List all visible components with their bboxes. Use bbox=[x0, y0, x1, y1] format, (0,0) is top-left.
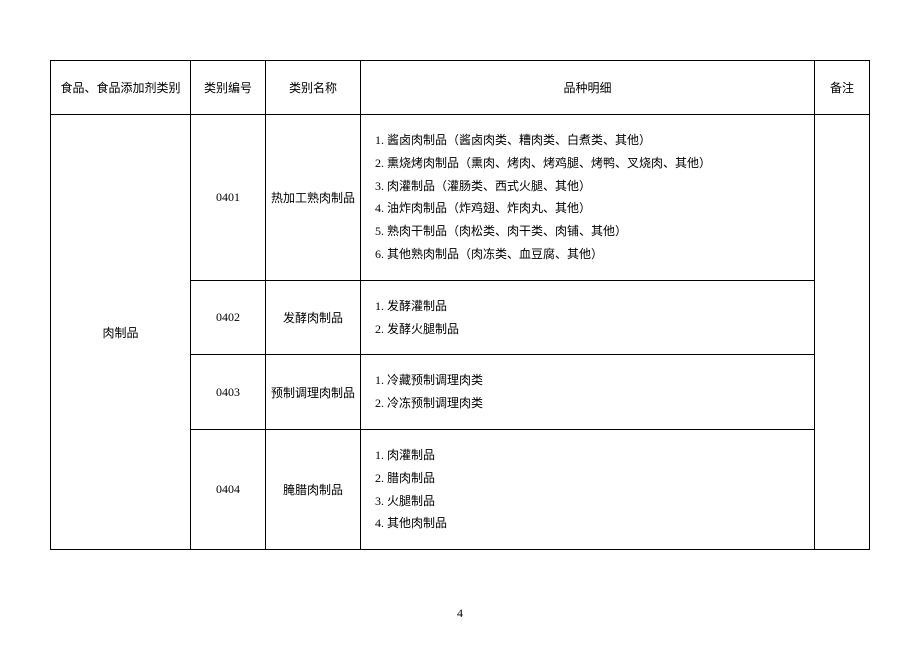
cell-code: 0404 bbox=[191, 429, 266, 549]
cell-name: 腌腊肉制品 bbox=[266, 429, 361, 549]
table-row: 肉制品0401热加工熟肉制品1. 酱卤肉制品（酱卤肉类、糟肉类、白煮类、其他）2… bbox=[51, 115, 870, 281]
cell-detail: 1. 肉灌制品2. 腊肉制品3. 火腿制品4. 其他肉制品 bbox=[361, 429, 815, 549]
header-detail: 品种明细 bbox=[361, 61, 815, 115]
classification-table: 食品、食品添加剂类别 类别编号 类别名称 品种明细 备注 肉制品0401热加工熟… bbox=[50, 60, 870, 550]
table-header-row: 食品、食品添加剂类别 类别编号 类别名称 品种明细 备注 bbox=[51, 61, 870, 115]
table-body: 肉制品0401热加工熟肉制品1. 酱卤肉制品（酱卤肉类、糟肉类、白煮类、其他）2… bbox=[51, 115, 870, 550]
cell-note bbox=[815, 115, 870, 550]
cell-detail: 1. 酱卤肉制品（酱卤肉类、糟肉类、白煮类、其他）2. 熏烧烤肉制品（熏肉、烤肉… bbox=[361, 115, 815, 281]
cell-detail: 1. 发酵灌制品2. 发酵火腿制品 bbox=[361, 280, 815, 355]
cell-category-group: 肉制品 bbox=[51, 115, 191, 550]
cell-code: 0403 bbox=[191, 355, 266, 430]
header-category: 食品、食品添加剂类别 bbox=[51, 61, 191, 115]
cell-name: 发酵肉制品 bbox=[266, 280, 361, 355]
cell-code: 0402 bbox=[191, 280, 266, 355]
header-note: 备注 bbox=[815, 61, 870, 115]
header-name: 类别名称 bbox=[266, 61, 361, 115]
page-number: 4 bbox=[0, 606, 920, 621]
cell-code: 0401 bbox=[191, 115, 266, 281]
cell-detail: 1. 冷藏预制调理肉类2. 冷冻预制调理肉类 bbox=[361, 355, 815, 430]
header-code: 类别编号 bbox=[191, 61, 266, 115]
cell-name: 预制调理肉制品 bbox=[266, 355, 361, 430]
cell-name: 热加工熟肉制品 bbox=[266, 115, 361, 281]
